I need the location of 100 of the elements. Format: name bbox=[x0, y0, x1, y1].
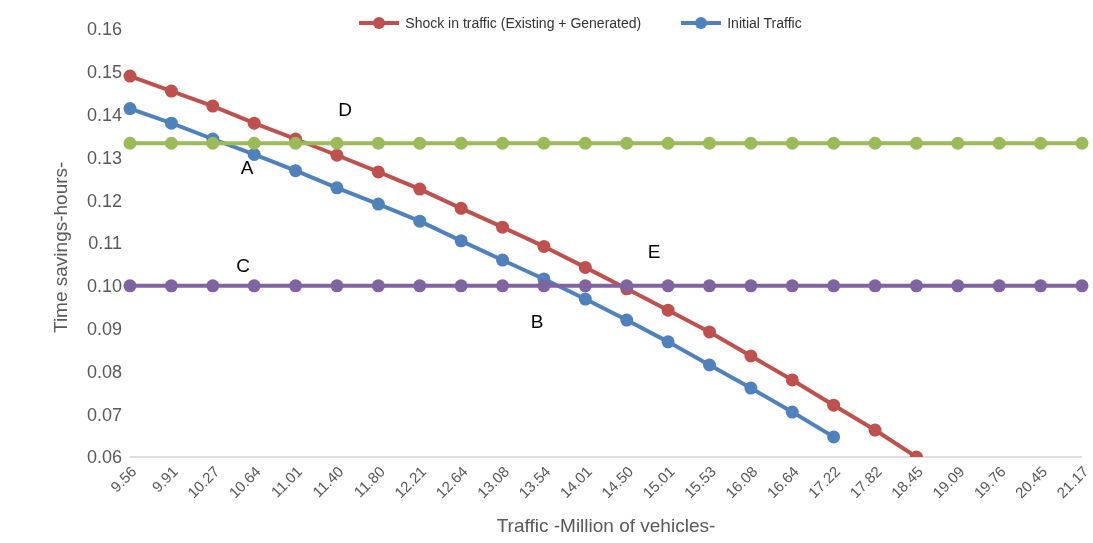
point bbox=[827, 430, 841, 444]
point bbox=[371, 279, 385, 293]
point bbox=[206, 99, 220, 113]
point bbox=[537, 279, 551, 293]
point bbox=[951, 279, 965, 293]
point bbox=[992, 136, 1006, 150]
point bbox=[620, 136, 634, 150]
annotation: E bbox=[646, 240, 662, 264]
point bbox=[164, 279, 178, 293]
point bbox=[744, 136, 758, 150]
point bbox=[661, 303, 675, 317]
y-tick-label: 0.11 bbox=[88, 233, 122, 254]
y-tick-label: 0.07 bbox=[86, 404, 122, 425]
point bbox=[371, 136, 385, 150]
y-tick-label: 0.15 bbox=[86, 62, 122, 83]
point bbox=[330, 136, 344, 150]
y-tick-label: 0.08 bbox=[86, 361, 122, 382]
point bbox=[496, 136, 510, 150]
point bbox=[578, 136, 592, 150]
point bbox=[413, 279, 427, 293]
point bbox=[330, 279, 344, 293]
point bbox=[413, 182, 427, 196]
point bbox=[702, 136, 716, 150]
point bbox=[909, 136, 923, 150]
annotation: A bbox=[239, 156, 255, 180]
point bbox=[744, 381, 758, 395]
point bbox=[785, 405, 799, 419]
point bbox=[496, 279, 510, 293]
point bbox=[661, 136, 675, 150]
point bbox=[206, 136, 220, 150]
point bbox=[702, 325, 716, 339]
annotation: C bbox=[235, 254, 251, 278]
point bbox=[413, 136, 427, 150]
y-tick-label: 0.09 bbox=[86, 318, 122, 339]
point bbox=[868, 423, 882, 437]
point bbox=[123, 102, 137, 116]
x-axis-title: Traffic -Million of vehicles- bbox=[496, 515, 716, 536]
point bbox=[289, 164, 303, 178]
point bbox=[1034, 136, 1048, 150]
point bbox=[537, 239, 551, 253]
point bbox=[413, 214, 427, 228]
y-tick-label: 0.12 bbox=[86, 190, 122, 211]
point bbox=[620, 313, 634, 327]
point bbox=[661, 335, 675, 349]
point bbox=[289, 279, 303, 293]
point bbox=[868, 279, 882, 293]
point bbox=[330, 148, 344, 162]
point bbox=[371, 197, 385, 211]
point bbox=[827, 136, 841, 150]
y-tick-label: 0.14 bbox=[86, 104, 122, 125]
point bbox=[206, 279, 220, 293]
point bbox=[247, 279, 261, 293]
point bbox=[744, 279, 758, 293]
point bbox=[785, 279, 799, 293]
point bbox=[785, 136, 799, 150]
point bbox=[289, 136, 303, 150]
point bbox=[454, 279, 468, 293]
legend-label: Initial Traffic bbox=[727, 15, 802, 31]
point bbox=[330, 181, 344, 195]
point bbox=[496, 253, 510, 267]
point bbox=[744, 349, 758, 363]
point bbox=[123, 69, 137, 83]
point bbox=[371, 165, 385, 179]
point bbox=[785, 373, 799, 387]
point bbox=[992, 279, 1006, 293]
y-tick-label: 0.16 bbox=[86, 19, 122, 40]
y-axis-title: Time savings-hours- bbox=[49, 161, 71, 333]
point bbox=[247, 116, 261, 130]
point bbox=[164, 136, 178, 150]
point bbox=[1034, 279, 1048, 293]
point bbox=[454, 201, 468, 215]
point bbox=[454, 234, 468, 248]
point bbox=[951, 136, 965, 150]
point bbox=[1075, 136, 1089, 150]
annotation: D bbox=[337, 98, 353, 122]
point bbox=[123, 136, 137, 150]
point bbox=[702, 279, 716, 293]
point bbox=[123, 279, 137, 293]
point bbox=[578, 260, 592, 274]
annotation: B bbox=[529, 310, 545, 334]
point bbox=[164, 116, 178, 130]
x-tick-label: 9.91 bbox=[148, 462, 182, 496]
point bbox=[537, 136, 551, 150]
point bbox=[496, 220, 510, 234]
point bbox=[247, 136, 261, 150]
point bbox=[661, 279, 675, 293]
legend-label: Shock in traffic (Existing + Generated) bbox=[405, 15, 642, 31]
point bbox=[702, 358, 716, 372]
y-tick-label: 0.10 bbox=[86, 276, 122, 297]
point bbox=[827, 398, 841, 412]
point bbox=[868, 136, 882, 150]
point bbox=[1075, 279, 1089, 293]
point bbox=[578, 292, 592, 306]
y-tick-label: 0.13 bbox=[86, 147, 122, 168]
point bbox=[247, 147, 261, 161]
point bbox=[827, 279, 841, 293]
point bbox=[909, 279, 923, 293]
point bbox=[578, 279, 592, 293]
point bbox=[164, 84, 178, 98]
point bbox=[454, 136, 468, 150]
